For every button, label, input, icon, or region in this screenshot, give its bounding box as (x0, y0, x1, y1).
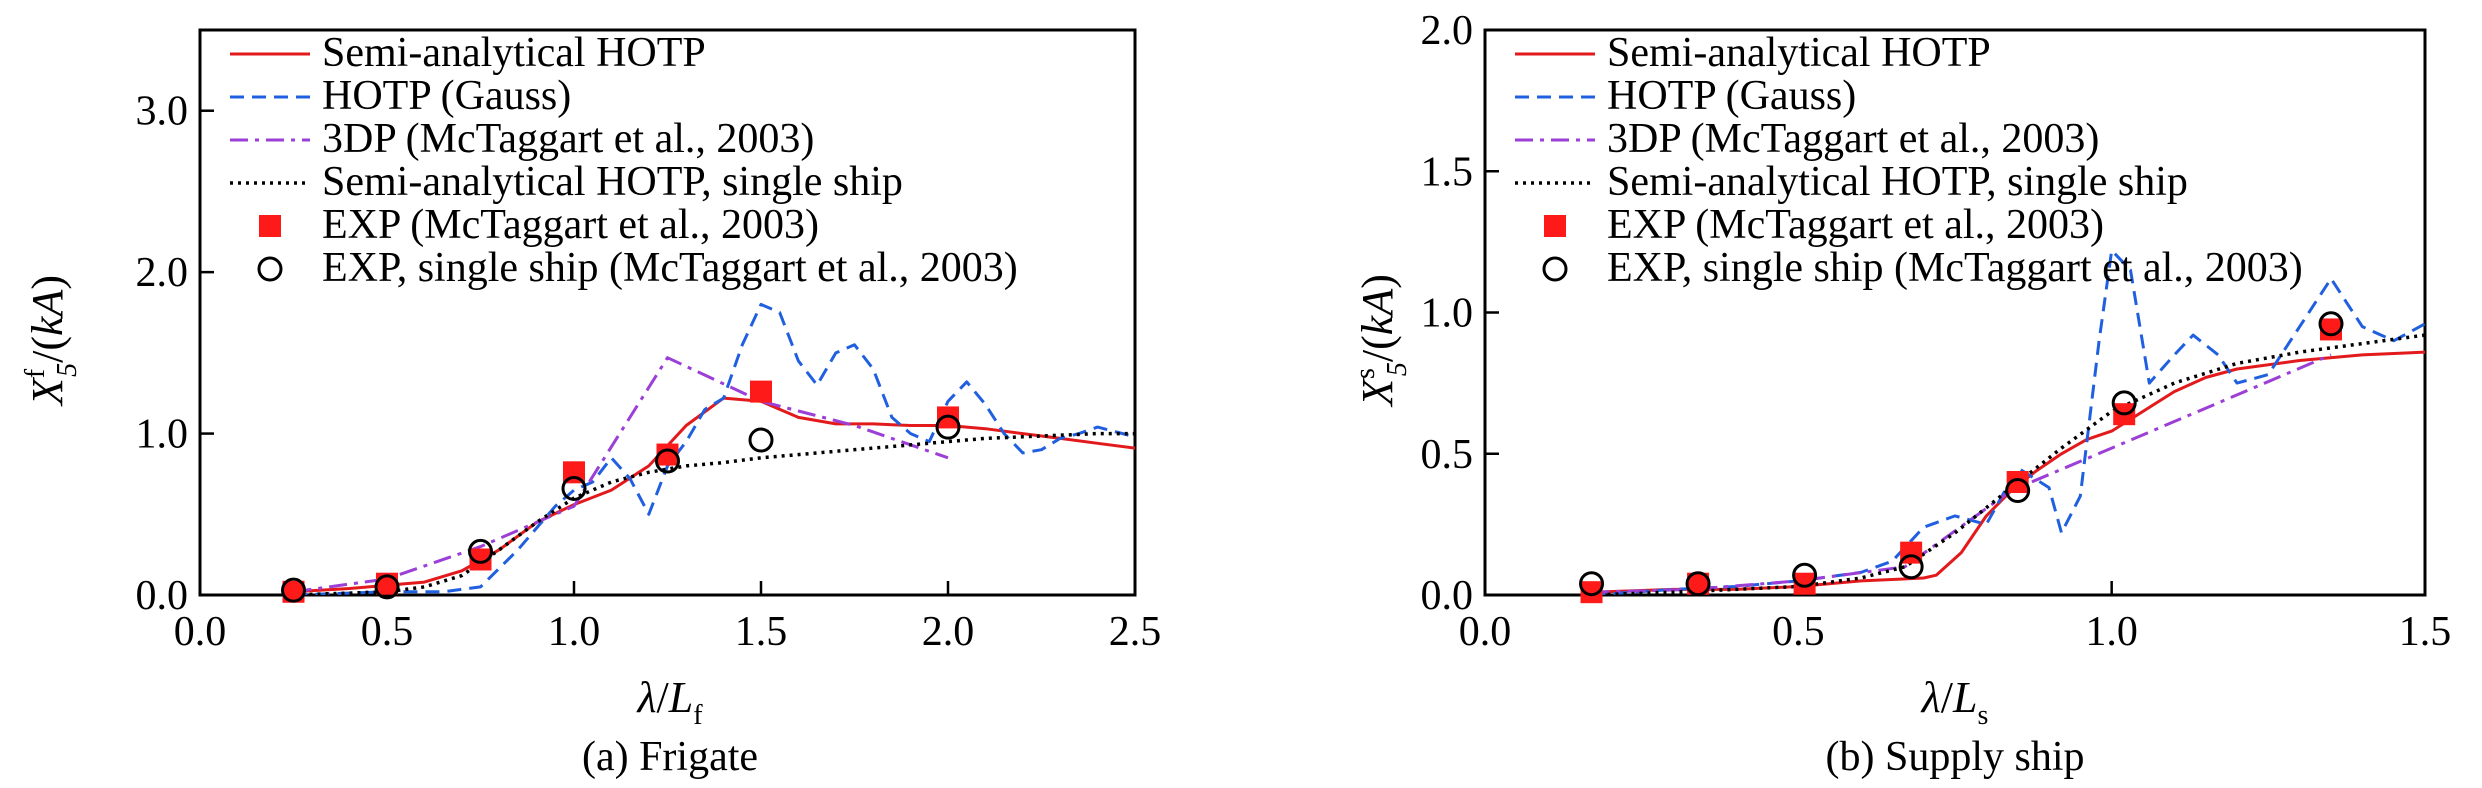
caption-frigate: (a) Frigate (582, 734, 758, 780)
plot-area-supply-ship (1591, 248, 2425, 595)
x-tick-label-1-0: 1.0 (548, 609, 601, 655)
caption-supply-ship: (b) Supply ship (1825, 734, 2084, 780)
exp-single-point-supply-ship (2005, 477, 2031, 503)
x-tick-label-2-0: 2.0 (922, 609, 975, 655)
exp-point-frigate (750, 380, 772, 403)
legend-label-exp-mctaggart-et-al-2003: EXP (McTaggart et al., 2003) (322, 202, 819, 248)
exp-single-point-frigate (748, 427, 774, 453)
legend-marker-square (1544, 215, 1566, 237)
exp-single-point-supply-ship (2111, 390, 2137, 416)
exp-single-point-frigate (561, 475, 587, 501)
exp-point-supply-ship (1580, 581, 1603, 604)
y-tick-label-1-5: 1.5 (1421, 149, 1474, 195)
series-hotp-gauss-supply-ship (1591, 248, 2425, 595)
y-tick-label-2-0: 2.0 (1421, 8, 1474, 54)
x-axis-label-frigate: λ/Lf (635, 673, 703, 731)
exp-single-point-frigate (374, 574, 400, 600)
x-tick-label-0-0: 0.0 (174, 609, 227, 655)
exp-point-frigate (282, 580, 305, 603)
legend-label-semi-analytical-hotp: Semi-analytical HOTP (1607, 30, 1991, 76)
y-tick-label-0-0: 0.0 (1421, 573, 1474, 619)
y-axis-label-supply-ship: Xs5/(kA) (1350, 274, 1413, 408)
exp-single-point-supply-ship (2318, 311, 2344, 337)
chart-supply-ship: Xs5/(kA) λ/Ls (b) Supply ship 0.0 0.5 1.0 1… (1350, 8, 2451, 780)
exp-point-frigate (469, 548, 492, 571)
x-axis-label-supply-ship: λ/Ls (1920, 673, 1989, 731)
legend-label-semi-analytical-hotp-single-ship: Semi-analytical HOTP, single ship (1607, 159, 2188, 205)
plot-area-frigate (293, 302, 1135, 595)
legend-label-exp-single-ship-mctaggart-et-al-2003: EXP, single ship (McTaggart et al., 2003… (322, 245, 1018, 291)
exp-single-point-supply-ship (1898, 554, 1924, 580)
x-tick-label-0-0: 0.0 (1459, 609, 1512, 655)
exp-single-point-supply-ship (1792, 562, 1818, 588)
x-tick-label-1-5: 1.5 (735, 609, 788, 655)
series-hotp-gauss-frigate (293, 302, 1135, 595)
legend-marker-square (259, 215, 281, 237)
legend-marker-circle (257, 256, 283, 282)
y-tick-label-1-0: 1.0 (1421, 291, 1474, 337)
exp-single-point-frigate (468, 538, 493, 564)
exp-point-supply-ship (1687, 572, 1710, 595)
legend-label-3dp-mctaggart-et-al-2003: 3DP (McTaggart et al., 2003) (1607, 116, 2099, 162)
x-tick-label-1-5: 1.5 (2399, 609, 2452, 655)
legend-label-hotp-gauss: HOTP (Gauss) (322, 73, 571, 119)
x-tick-label-1-0: 1.0 (2085, 609, 2138, 655)
series-semi-analytical-hotp-frigate (293, 396, 1135, 594)
exp-single-point-frigate (281, 577, 306, 603)
x-tick-label-0-5: 0.5 (1772, 609, 1825, 655)
legend-label-semi-analytical-hotp: Semi-analytical HOTP (322, 30, 706, 76)
y-tick-label-3-0: 3.0 (136, 89, 189, 135)
series-3dp-mctaggart-et-al-2003-frigate (293, 356, 949, 594)
exp-single-point-supply-ship (1685, 571, 1711, 597)
exp-single-point-frigate (655, 448, 680, 474)
y-axis-label-frigate: Xf5/(kA) (20, 275, 83, 407)
legend-label-3dp-mctaggart-et-al-2003: 3DP (McTaggart et al., 2003) (322, 116, 814, 162)
series-3dp-mctaggart-et-al-2003-supply-ship (1591, 353, 2332, 594)
legend-marker-circle (1542, 256, 1568, 282)
legend-label-exp-single-ship-mctaggart-et-al-2003: EXP, single ship (McTaggart et al., 2003… (1607, 245, 2303, 291)
x-tick-label-2-5: 2.5 (1109, 609, 1162, 655)
exp-point-frigate (656, 443, 679, 466)
y-tick-label-0-5: 0.5 (1421, 432, 1474, 478)
series-semi-analytical-hotp-single-ship-frigate (293, 431, 1135, 595)
exp-single-point-supply-ship (1579, 571, 1605, 597)
legend-label-semi-analytical-hotp-single-ship: Semi-analytical HOTP, single ship (322, 159, 903, 205)
series-semi-analytical-hotp-single-ship-supply-ship (1591, 333, 2425, 595)
exp-point-supply-ship (2006, 471, 2029, 493)
legend-label-hotp-gauss: HOTP (Gauss) (1607, 73, 1856, 119)
y-tick-label-0-0: 0.0 (136, 573, 189, 619)
exp-point-supply-ship (1793, 572, 1816, 595)
y-tick-label-1-0: 1.0 (136, 412, 189, 458)
exp-single-point-frigate (935, 414, 961, 440)
x-tick-label-0-5: 0.5 (361, 609, 414, 655)
y-tick-label-2-0: 2.0 (136, 250, 189, 296)
series-semi-analytical-hotp-supply-ship (1591, 350, 2425, 594)
plot-frame-frigate (198, 28, 1137, 597)
chart-frigate: Xf5/(kA) λ/Lf (a) Frigate 0.0 0.5 1.0 1.5 2.… (20, 28, 1162, 780)
legend-label-exp-mctaggart-et-al-2003: EXP (McTaggart et al., 2003) (1607, 202, 2104, 248)
